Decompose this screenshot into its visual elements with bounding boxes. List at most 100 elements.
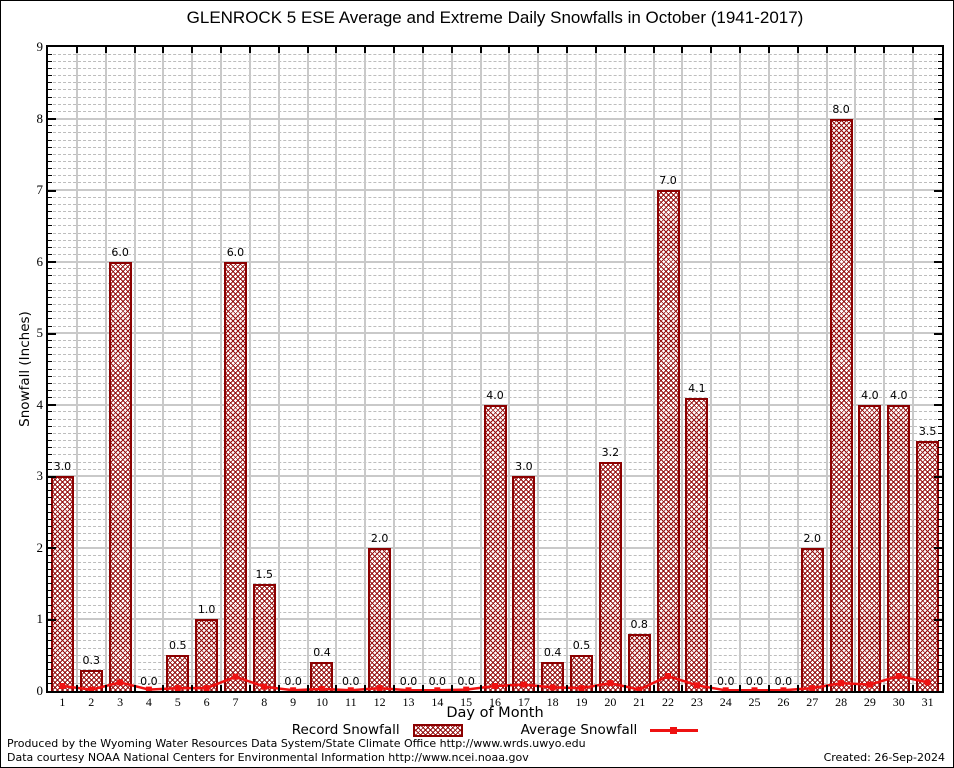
bar-value-label: 0.0 <box>716 675 735 688</box>
y-tick-mark <box>938 604 942 606</box>
minor-gridline <box>48 282 942 284</box>
x-tick-mark <box>421 47 424 53</box>
y-tick-mark <box>938 139 942 141</box>
record-bar-swatch-icon <box>412 723 463 737</box>
x-tick-label: 12 <box>373 695 386 709</box>
x-tick-mark <box>450 47 453 53</box>
x-tick-label: 29 <box>863 695 876 709</box>
plot-frame: 3.0 0.3 6.0 0.0 0.5 1.0 6.0 1.5 0.0 0.4 0.0 2.0 0.0 0… <box>46 45 944 694</box>
bar-value-label: 0.0 <box>774 675 793 688</box>
x-tick-mark <box>220 47 223 53</box>
minor-gridline <box>48 246 942 248</box>
x-tick-mark <box>421 685 424 691</box>
vertical-gridline <box>739 47 742 691</box>
vertical-gridline <box>710 47 713 691</box>
bar-value-label: 7.0 <box>659 174 677 188</box>
y-tick-mark <box>48 518 52 520</box>
y-tick-mark <box>938 647 942 649</box>
y-tick-mark <box>938 611 942 613</box>
minor-gridline <box>48 203 942 205</box>
y-tick-mark <box>938 440 942 442</box>
y-tick-mark <box>938 432 942 434</box>
x-tick-mark <box>796 47 799 53</box>
bar-value-label: 0.0 <box>399 675 418 688</box>
x-tick-mark <box>825 47 828 53</box>
y-tick-mark <box>938 175 942 177</box>
y-tick-mark <box>938 368 942 370</box>
footer-credit-2: Data courtesy NOAA National Centers for … <box>7 751 529 764</box>
y-tick-mark <box>48 669 52 671</box>
minor-gridline <box>48 361 942 363</box>
y-tick-mark <box>938 533 942 535</box>
minor-gridline <box>48 311 942 313</box>
bar-value-label: 0.0 <box>457 675 475 688</box>
y-tick-mark <box>48 547 56 550</box>
y-tick-mark <box>48 160 52 162</box>
bar-value-label: 0.0 <box>342 675 360 688</box>
y-tick-label: 5 <box>36 325 44 341</box>
y-tick-mark <box>48 53 52 55</box>
y-tick-mark <box>48 225 52 227</box>
y-tick-mark <box>48 168 52 170</box>
y-tick-mark <box>48 246 52 248</box>
minor-gridline <box>48 268 942 270</box>
y-tick-mark <box>938 268 942 270</box>
y-tick-mark <box>938 683 942 685</box>
bar-value-label: 3.0 <box>53 460 72 474</box>
y-tick-mark <box>938 669 942 671</box>
x-tick-mark <box>508 685 511 691</box>
bar-value-label: 8.0 <box>832 102 850 116</box>
y-tick-label: 7 <box>36 182 44 198</box>
legend: Record Snowfall Average Snowfall <box>48 722 942 738</box>
bar-value-label: 4.0 <box>861 388 879 402</box>
vertical-gridline <box>450 47 453 691</box>
vertical-gridline <box>479 47 482 691</box>
x-tick-mark <box>191 47 194 53</box>
x-tick-mark <box>335 685 338 691</box>
y-tick-mark <box>934 475 942 478</box>
y-tick-mark <box>48 525 52 527</box>
y-tick-mark <box>48 332 56 335</box>
x-tick-mark <box>393 47 396 53</box>
y-tick-mark <box>48 568 52 570</box>
record-bar-day-10 <box>310 662 334 691</box>
bar-value-label: 4.1 <box>688 381 706 395</box>
y-tick-mark <box>938 633 942 635</box>
x-tick-mark <box>594 685 597 691</box>
y-tick-mark <box>938 89 942 91</box>
bar-value-label: 0.0 <box>745 675 764 688</box>
vertical-gridline <box>652 47 655 691</box>
record-bar-day-28 <box>829 118 853 691</box>
x-tick-mark <box>306 685 309 691</box>
minor-gridline <box>48 139 942 141</box>
y-tick-label: 6 <box>36 253 44 269</box>
x-tick-mark <box>652 685 655 691</box>
vertical-gridline <box>277 47 280 691</box>
y-tick-mark <box>938 482 942 484</box>
y-tick-mark <box>48 432 52 434</box>
y-tick-mark <box>48 239 52 241</box>
minor-gridline <box>48 96 942 98</box>
major-gridline <box>48 260 942 263</box>
record-bar-day-5 <box>166 655 190 691</box>
y-tick-mark <box>48 325 52 327</box>
vertical-gridline <box>825 47 828 691</box>
x-tick-mark <box>566 47 569 53</box>
x-tick-mark <box>479 685 482 691</box>
y-tick-mark <box>48 490 52 492</box>
x-tick-label: 20 <box>604 695 617 709</box>
y-tick-mark <box>48 440 52 442</box>
y-tick-mark <box>48 311 52 313</box>
x-tick-mark <box>162 685 165 691</box>
y-tick-mark <box>48 218 52 220</box>
x-tick-label: 5 <box>174 695 181 709</box>
minor-gridline <box>48 89 942 91</box>
y-tick-mark <box>48 590 52 592</box>
y-tick-mark <box>938 497 942 499</box>
vertical-gridline <box>681 47 684 691</box>
x-tick-label: 8 <box>261 695 268 709</box>
vertical-gridline <box>335 47 338 691</box>
y-tick-mark <box>48 304 52 306</box>
x-tick-label: 28 <box>835 695 848 709</box>
vertical-gridline <box>364 47 367 691</box>
